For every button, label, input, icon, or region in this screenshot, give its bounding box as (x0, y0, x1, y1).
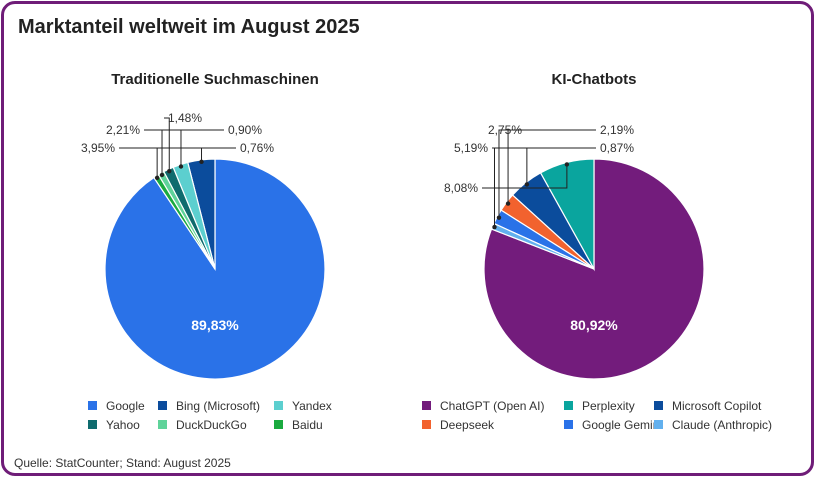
leader-line-microsoft-copilot (492, 147, 528, 185)
legend-swatch-claude-anthropic (654, 420, 663, 429)
slice-label-perplexity: 8,08% (444, 181, 478, 195)
legend-label-google: Google (106, 399, 145, 413)
legend-swatch-microsoft-copilot (654, 401, 663, 410)
page-title: Marktanteil weltweit im August 2025 (18, 16, 360, 38)
legend-swatch-yahoo (88, 420, 97, 429)
legend-label-perplexity: Perplexity (582, 399, 635, 413)
legend-swatch-baidu (274, 420, 283, 429)
slice-label-claude-anthropic: 0,87% (600, 141, 634, 155)
slice-label-google-gemini: 2,19% (600, 123, 634, 137)
slice-label-yandex: 2,21% (106, 123, 140, 137)
slice-label-microsoft-copilot: 5,19% (454, 141, 488, 155)
leader-line-google-gemini (498, 129, 596, 218)
legend-label-baidu: Baidu (292, 418, 323, 432)
legend-label-microsoft-copilot: Microsoft Copilot (672, 399, 762, 413)
leader-line-bing-microsoft (119, 147, 203, 162)
source-note: Quelle: StatCounter; Stand: August 2025 (14, 456, 231, 470)
legend-label-bing-microsoft: Bing (Microsoft) (176, 399, 260, 413)
slice-label-duckduckgo: 0,90% (228, 123, 262, 137)
legend-swatch-perplexity (564, 401, 573, 410)
legend-label-duckduckgo: DuckDuckGo (176, 418, 247, 432)
legend-label-yahoo: Yahoo (106, 418, 140, 432)
legend-swatch-google-gemini (564, 420, 573, 429)
leader-line-baidu (156, 147, 236, 178)
slice-label-chatgpt-open-ai: 80,92% (570, 317, 618, 333)
legend-swatch-google (88, 401, 97, 410)
legend-swatch-yandex (274, 401, 283, 410)
leader-line-perplexity (482, 164, 568, 189)
legend-label-google-gemini: Google Gemini (582, 418, 662, 432)
slice-label-baidu: 0,76% (240, 141, 274, 155)
legend-swatch-chatgpt-open-ai (422, 401, 431, 410)
legend-swatch-bing-microsoft (158, 401, 167, 410)
slice-label-yahoo: 1,48% (168, 111, 202, 125)
legend-label-deepseek: Deepseek (440, 418, 495, 432)
legend-label-yandex: Yandex (292, 399, 332, 413)
chart-title-2: KI-Chatbots (552, 71, 637, 88)
chart-title-1: Traditionelle Suchmaschinen (111, 71, 319, 88)
legend-swatch-duckduckgo (158, 420, 167, 429)
legend-label-claude-anthropic: Claude (Anthropic) (672, 418, 772, 432)
leader-line-claude-anthropic (493, 147, 596, 228)
leader-line-duckduckgo (161, 129, 224, 175)
slice-label-google: 89,83% (191, 317, 239, 333)
slice-label-bing-microsoft: 3,95% (81, 141, 115, 155)
legend-label-chatgpt-open-ai: ChatGPT (Open AI) (440, 399, 545, 413)
legend-swatch-deepseek (422, 420, 431, 429)
leader-line-yahoo (164, 117, 170, 172)
